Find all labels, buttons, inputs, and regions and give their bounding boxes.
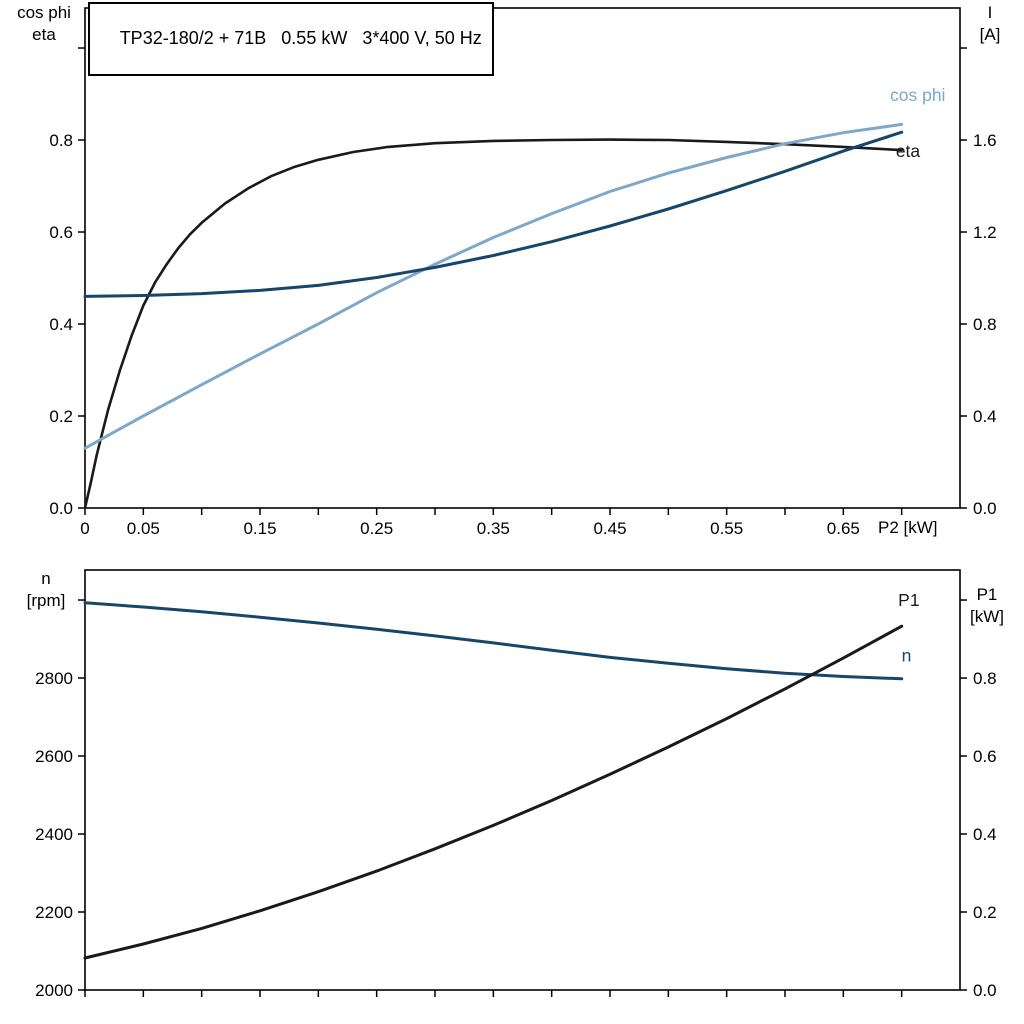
y-tick-label-left: 0.6 xyxy=(49,223,73,242)
x-tick-label: 0 xyxy=(80,519,89,538)
y-tick-label-right: 0.6 xyxy=(973,747,997,766)
x-axis-title: P2 [kW] xyxy=(878,518,938,537)
curve-P1 xyxy=(83,624,904,960)
y-tick-label-right: 0.0 xyxy=(973,981,997,1000)
x-tick-label: 0.25 xyxy=(360,519,393,538)
curve-label-n: n xyxy=(902,645,912,665)
curve-label-eta: eta xyxy=(896,141,921,161)
x-tick-label: 0.45 xyxy=(593,519,626,538)
right-axis-title-p1-unit: [kW] xyxy=(970,607,1004,626)
y-tick-label-right: 1.2 xyxy=(973,223,997,242)
y-tick-label-left: 2800 xyxy=(35,669,73,688)
left-axis-title-speed: n xyxy=(41,569,51,588)
y-tick-label-left: 0.2 xyxy=(49,407,73,426)
curve-eta xyxy=(83,138,904,510)
x-tick-label: 0.35 xyxy=(477,519,510,538)
y-tick-label-right: 0.0 xyxy=(973,499,997,518)
x-tick-label: 0.15 xyxy=(243,519,276,538)
bottom-chart-left-axis-title: n [rpm] xyxy=(6,568,86,612)
y-tick-label-left: 0.0 xyxy=(49,499,73,518)
curve-I xyxy=(83,130,904,298)
curve-label-cos-phi: cos phi xyxy=(890,85,945,105)
left-axis-title-speed-unit: [rpm] xyxy=(26,591,66,610)
y-tick-label-right: 1.6 xyxy=(973,131,997,150)
bottom-chart-right-axis-title: P1 [kW] xyxy=(956,584,1018,628)
curve-cos-phi xyxy=(83,122,904,450)
y-tick-label-right: 0.8 xyxy=(973,669,997,688)
y-tick-label-left: 0.8 xyxy=(49,131,73,150)
y-tick-label-right: 0.2 xyxy=(973,903,997,922)
top-chart-left-axis-title: cos phi eta xyxy=(6,2,82,46)
y-tick-label-left: 2600 xyxy=(35,747,73,766)
x-tick-label: 0.55 xyxy=(710,519,743,538)
y-tick-label-left: 2400 xyxy=(35,825,73,844)
y-tick-label-left: 0.4 xyxy=(49,315,73,334)
right-axis-title-p1: P1 xyxy=(976,585,998,604)
y-tick-label-right: 0.4 xyxy=(973,407,997,426)
curve-label-P1: P1 xyxy=(898,590,919,610)
curve-n xyxy=(83,601,904,681)
y-tick-label-right: 0.4 xyxy=(973,825,997,844)
top-chart-right-axis-title: I [A] xyxy=(962,2,1018,46)
chart-title-box: TP32-180/2 + 71B 0.55 kW 3*400 V, 50 Hz xyxy=(88,2,494,76)
y-tick-label-left: 2000 xyxy=(35,981,73,1000)
plot-frame xyxy=(84,569,961,991)
chart-title: TP32-180/2 + 71B 0.55 kW 3*400 V, 50 Hz xyxy=(119,28,482,48)
right-axis-title-current-unit: [A] xyxy=(979,25,1001,44)
x-tick-label: 0.65 xyxy=(827,519,860,538)
right-axis-title-current: I xyxy=(987,3,993,22)
y-tick-label-right: 0.8 xyxy=(973,315,997,334)
x-tick-label: 0.05 xyxy=(127,519,160,538)
left-axis-title-cosphi: cos phi xyxy=(17,3,71,22)
left-axis-title-eta: eta xyxy=(32,25,56,44)
plot-frame xyxy=(84,7,961,509)
y-tick-label-left: 2200 xyxy=(35,903,73,922)
